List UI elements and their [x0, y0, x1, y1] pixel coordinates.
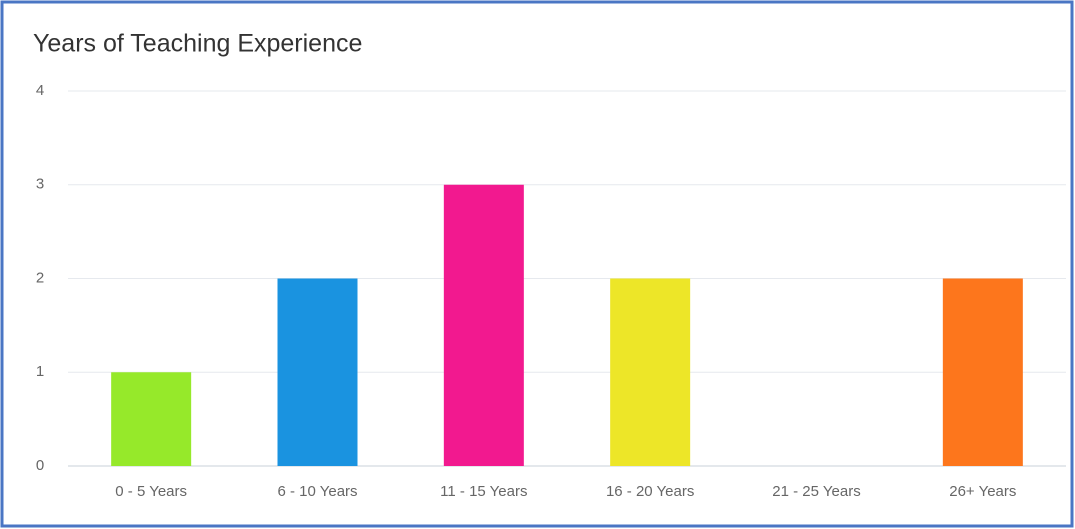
y-tick-label: 3	[36, 176, 44, 193]
y-tick-label: 0	[36, 457, 44, 474]
y-tick-label: 1	[36, 363, 44, 380]
x-tick-label: 21 - 25 Years	[772, 483, 860, 500]
chart-title: Years of Teaching Experience	[33, 30, 362, 58]
bar	[610, 278, 691, 466]
x-tick-label: 6 - 10 Years	[277, 483, 357, 500]
y-tick-label: 4	[36, 82, 44, 99]
y-tick-label: 2	[36, 269, 44, 286]
bar	[111, 372, 192, 466]
x-tick-label: 16 - 20 Years	[606, 483, 694, 500]
bar	[277, 278, 358, 466]
bar	[443, 184, 524, 466]
x-tick-label: 0 - 5 Years	[115, 483, 187, 500]
x-tick-label: 26+ Years	[949, 483, 1016, 500]
bar	[942, 278, 1023, 466]
x-tick-label: 11 - 15 Years	[440, 483, 527, 500]
